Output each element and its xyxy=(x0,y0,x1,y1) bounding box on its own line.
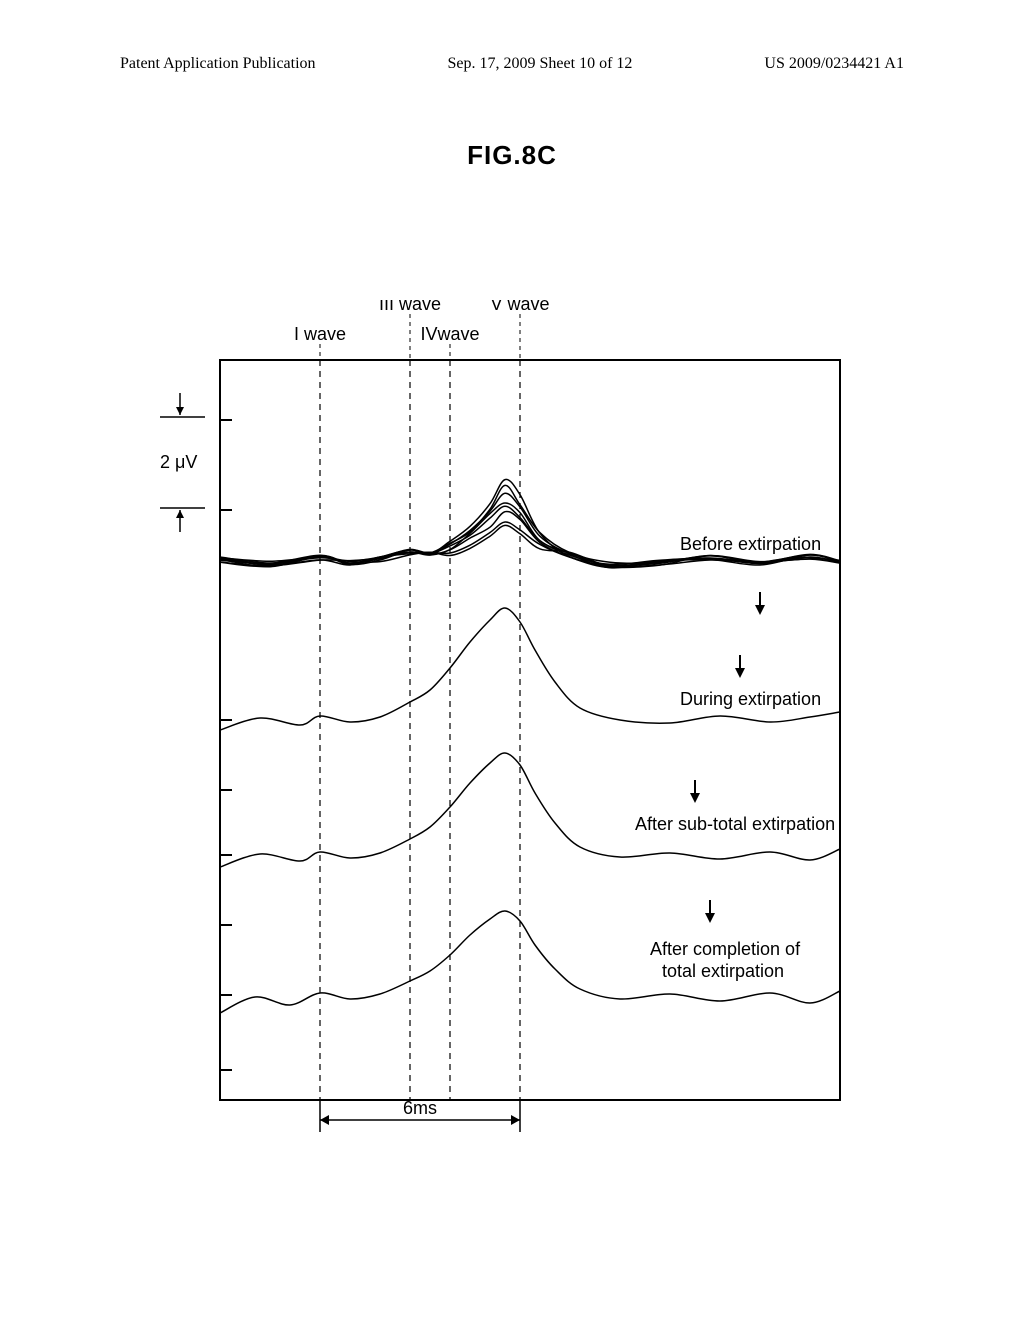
waveform-trace xyxy=(220,608,840,730)
svg-text:6ms: 6ms xyxy=(403,1098,437,1118)
svg-text:I wave: I wave xyxy=(294,324,346,344)
svg-text:After sub-total extirpation: After sub-total extirpation xyxy=(635,814,835,834)
waveform-trace xyxy=(220,753,840,867)
svg-text:total extirpation: total extirpation xyxy=(662,961,784,981)
svg-text:III wave: III wave xyxy=(379,300,441,314)
svg-text:V wave: V wave xyxy=(490,300,549,314)
svg-text:Before extirpation: Before extirpation xyxy=(680,534,821,554)
svg-text:During extirpation: During extirpation xyxy=(680,689,821,709)
header-right: US 2009/0234421 A1 xyxy=(764,55,904,73)
header-left: Patent Application Publication xyxy=(120,55,316,73)
svg-text:2 μV: 2 μV xyxy=(160,452,197,472)
waveform-trace xyxy=(220,485,840,566)
page-header: Patent Application Publication Sep. 17, … xyxy=(0,55,1024,73)
svg-text:IVwave: IVwave xyxy=(420,324,479,344)
figure-title: FIG.8C xyxy=(0,140,1024,171)
header-mid: Sep. 17, 2009 Sheet 10 of 12 xyxy=(448,55,633,73)
svg-text:After completion of: After completion of xyxy=(650,939,801,959)
abr-chart: I wave III wave IVwave V wave 2 μV Before ext… xyxy=(150,300,870,1170)
chart-svg: I wave III wave IVwave V wave 2 μV Before ext… xyxy=(150,300,870,1170)
